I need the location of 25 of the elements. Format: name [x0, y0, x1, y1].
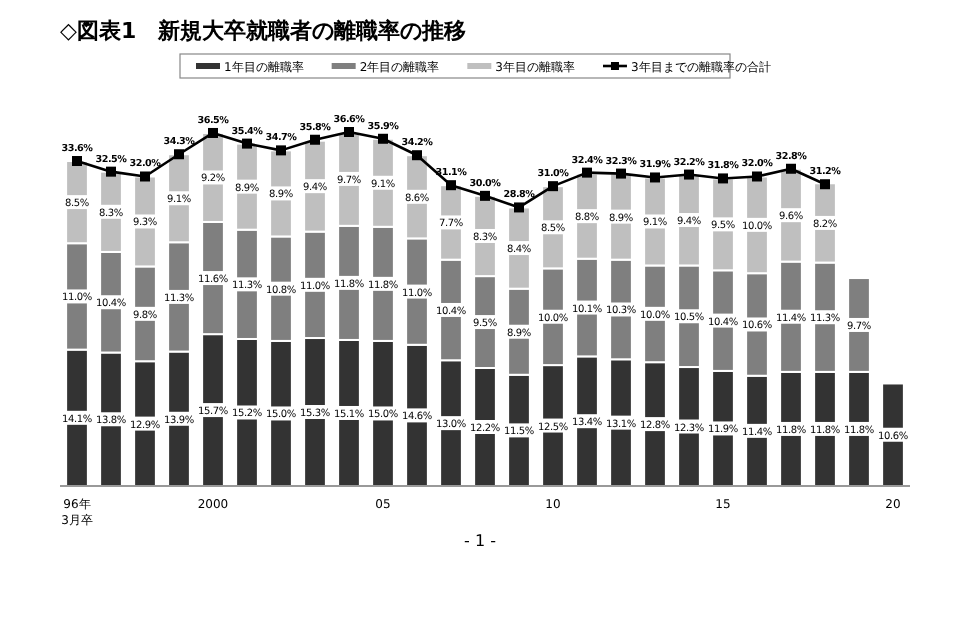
point — [106, 166, 116, 177]
point — [344, 127, 354, 137]
point — [684, 169, 694, 180]
point — [718, 173, 728, 184]
point — [208, 127, 218, 138]
point — [820, 179, 830, 190]
text: ◇図表1 新規大卒就職者の離職率の推移 — [60, 18, 467, 44]
point — [378, 133, 388, 144]
point — [446, 180, 456, 191]
point — [616, 168, 626, 179]
point — [752, 171, 762, 182]
point — [174, 149, 184, 160]
point — [582, 167, 592, 178]
point — [310, 134, 320, 145]
point — [514, 202, 524, 213]
point — [242, 138, 252, 149]
point — [140, 171, 150, 182]
point — [548, 181, 558, 192]
point — [412, 150, 422, 161]
text: - 1 - — [464, 532, 497, 550]
point — [72, 156, 82, 167]
point — [786, 163, 796, 174]
point — [650, 172, 660, 183]
point — [276, 145, 286, 156]
point — [480, 190, 490, 201]
